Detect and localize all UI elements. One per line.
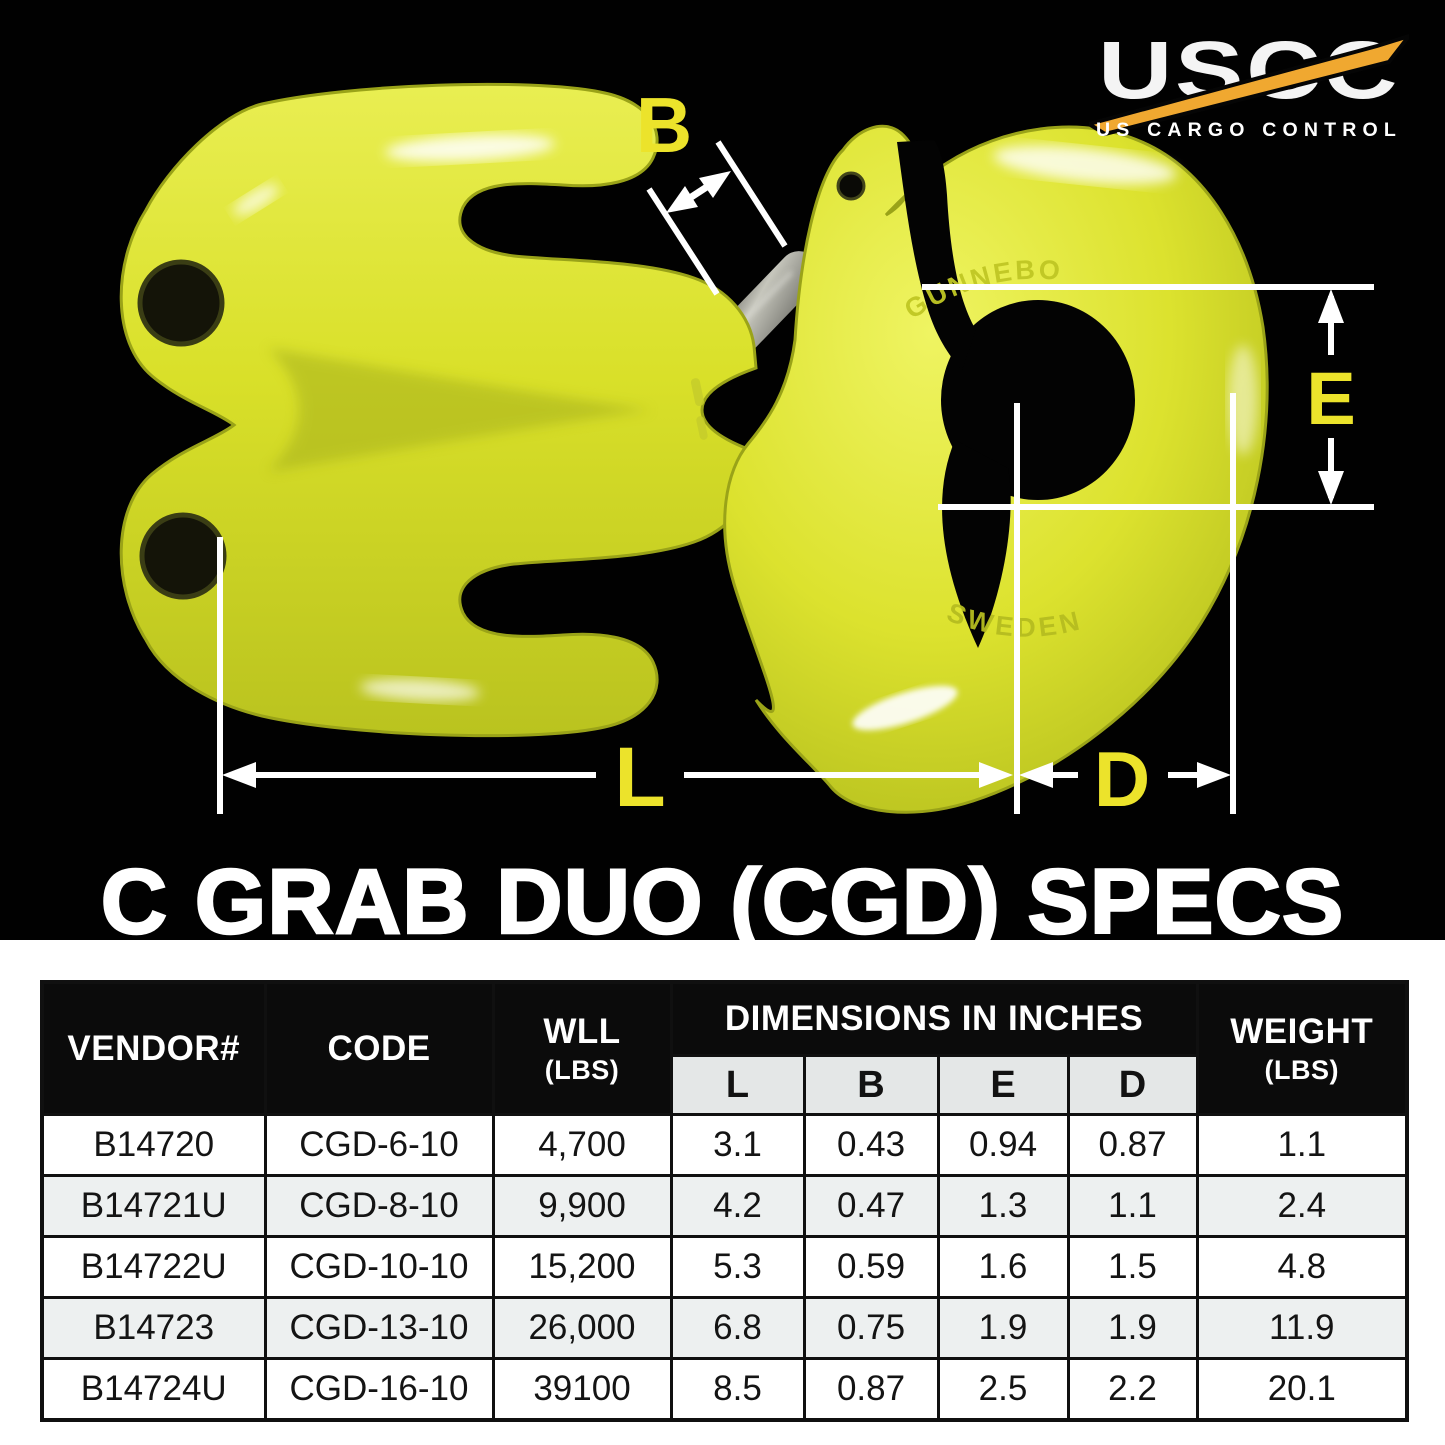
logo-name: US CARGO CONTROL	[1096, 120, 1402, 141]
cell-code: CGD-16-10	[263, 1357, 495, 1422]
arrowhead	[1318, 289, 1344, 323]
cell-code: CGD-10-10	[263, 1235, 495, 1299]
table-row: B14722U CGD-10-10 15,200 5.3 0.59 1.6 1.…	[40, 1235, 1409, 1299]
grab-hook-graphic	[119, 82, 758, 738]
specs-table: VENDOR# CODE WLL (LBS) DIMENSIONS IN INC…	[40, 980, 1410, 1422]
cell-weight: 2.4	[1195, 1174, 1409, 1238]
table-row: B14721U CGD-8-10 9,900 4.2 0.47 1.3 1.1 …	[40, 1174, 1409, 1238]
hook-highlight	[993, 145, 1177, 185]
hook-dimension-diagram: GUNNEBO SWEDEN B E	[119, 81, 1374, 824]
dimension-label-e: E	[1306, 357, 1355, 440]
cell-dim-l: 8.5	[669, 1357, 806, 1422]
table-row: B14723 CGD-13-10 26,000 6.8 0.75 1.9 1.9…	[40, 1296, 1409, 1360]
cell-vendor: B14724U	[40, 1357, 267, 1422]
cell-vendor: B14721U	[40, 1174, 267, 1238]
grab-highlight	[360, 678, 480, 702]
uscc-logo: USCC US CARGO CONTROL	[1089, 28, 1409, 141]
cell-dim-l: 5.3	[669, 1235, 806, 1299]
cell-wll: 4,700	[491, 1113, 673, 1177]
grab-shading	[268, 348, 652, 472]
header-row: VENDOR# CODE WLL (LBS) DIMENSIONS IN INC…	[40, 980, 1409, 1116]
cell-dim-d: 1.9	[1066, 1296, 1199, 1360]
cell-vendor: B14722U	[40, 1235, 267, 1299]
col-header-wll: WLL (LBS)	[491, 980, 673, 1116]
cell-dim-d: 2.2	[1066, 1357, 1199, 1422]
cell-dim-e: 1.6	[936, 1235, 1070, 1299]
cell-vendor: B14723	[40, 1296, 267, 1360]
hook-tip-gap	[897, 140, 976, 370]
cell-dim-l: 4.2	[669, 1174, 806, 1238]
arrowhead	[1019, 762, 1053, 788]
sub-header-row: L B E D	[42, 1054, 1407, 1116]
dimension-label-d: D	[1094, 735, 1150, 823]
grab-forge-mark	[696, 416, 708, 440]
cell-dim-e: 2.5	[936, 1357, 1070, 1422]
col-header-weight-unit: (LBS)	[1264, 1054, 1339, 1085]
col-header-dim-e: E	[936, 1054, 1070, 1116]
cell-dim-l: 6.8	[669, 1296, 806, 1360]
cell-wll: 39100	[491, 1357, 673, 1422]
cell-weight: 4.8	[1195, 1235, 1409, 1299]
cell-dim-b: 0.47	[802, 1174, 940, 1238]
cell-vendor: B14720	[40, 1113, 267, 1177]
page-title: C GRAB DUO (CGD) SPECS	[99, 851, 1345, 940]
sling-hook-graphic: GUNNEBO SWEDEN	[723, 124, 1269, 814]
cell-dim-b: 0.59	[802, 1235, 940, 1299]
col-header-code: CODE	[263, 980, 495, 1116]
hook-throat-gap	[942, 440, 1011, 648]
arrowhead	[979, 762, 1013, 788]
grab-highlight	[233, 184, 279, 216]
col-header-dim-d: D	[1066, 1054, 1199, 1116]
col-header-wll-unit: (LBS)	[544, 1054, 620, 1085]
dimension-label-b: B	[636, 81, 692, 169]
cell-dim-d: 1.1	[1066, 1174, 1199, 1238]
cell-weight: 11.9	[1195, 1296, 1409, 1360]
arrowhead	[222, 762, 256, 788]
cell-wll: 9,900	[491, 1174, 673, 1238]
spec-sheet-section: VENDOR# CODE WLL (LBS) DIMENSIONS IN INC…	[0, 940, 1445, 1422]
cell-wll: 26,000	[491, 1296, 673, 1360]
col-header-wll-label: WLL	[543, 1011, 621, 1051]
col-header-weight-label: WEIGHT	[1230, 1011, 1374, 1051]
cell-dim-e: 1.9	[936, 1296, 1070, 1360]
hook-eye-opening	[941, 300, 1135, 500]
cell-dim-d: 1.5	[1066, 1235, 1199, 1299]
col-header-dimensions: DIMENSIONS IN INCHES	[669, 980, 1199, 1057]
cell-dim-l: 3.1	[669, 1113, 806, 1177]
col-header-weight: WEIGHT (LBS)	[1195, 980, 1409, 1116]
cell-code: CGD-6-10	[263, 1113, 495, 1177]
hook-highlight	[852, 685, 958, 731]
cell-dim-b: 0.87	[802, 1357, 940, 1422]
cell-dim-b: 0.43	[802, 1113, 940, 1177]
hook-lanyard-hole	[836, 171, 866, 201]
dimension-d	[1050, 393, 1236, 814]
col-header-dim-l: L	[669, 1054, 806, 1116]
logo-swoosh-icon	[1089, 33, 1409, 137]
table-row: B14724U CGD-16-10 39100 8.5 0.87 2.5 2.2…	[40, 1357, 1409, 1422]
col-header-dim-b: B	[802, 1054, 940, 1116]
dimension-label-l: L	[614, 730, 665, 824]
cell-weight: 1.1	[1195, 1113, 1409, 1177]
arrowhead	[699, 171, 731, 198]
cell-dim-e: 1.3	[936, 1174, 1070, 1238]
dimension-l	[217, 403, 1020, 814]
arrowhead	[1197, 762, 1231, 788]
table-row: B14720 CGD-6-10 4,700 3.1 0.43 0.94 0.87…	[40, 1113, 1409, 1177]
grab-highlight	[385, 134, 555, 162]
cell-dim-b: 0.75	[802, 1296, 940, 1360]
cell-code: CGD-8-10	[263, 1174, 495, 1238]
cell-wll: 15,200	[491, 1235, 673, 1299]
cell-dim-e: 0.94	[936, 1113, 1070, 1177]
cell-dim-d: 0.87	[1066, 1113, 1199, 1177]
product-photo-section: GUNNEBO SWEDEN B E	[0, 0, 1445, 940]
cell-weight: 20.1	[1195, 1357, 1409, 1422]
arrowhead	[666, 186, 698, 213]
grab-forge-mark	[690, 378, 705, 406]
col-header-vendor: VENDOR#	[40, 980, 267, 1116]
grab-top-eye-hole	[137, 259, 225, 347]
grab-bottom-eye-hole	[139, 512, 227, 600]
cell-code: CGD-13-10	[263, 1296, 495, 1360]
arrowhead	[1318, 471, 1344, 505]
